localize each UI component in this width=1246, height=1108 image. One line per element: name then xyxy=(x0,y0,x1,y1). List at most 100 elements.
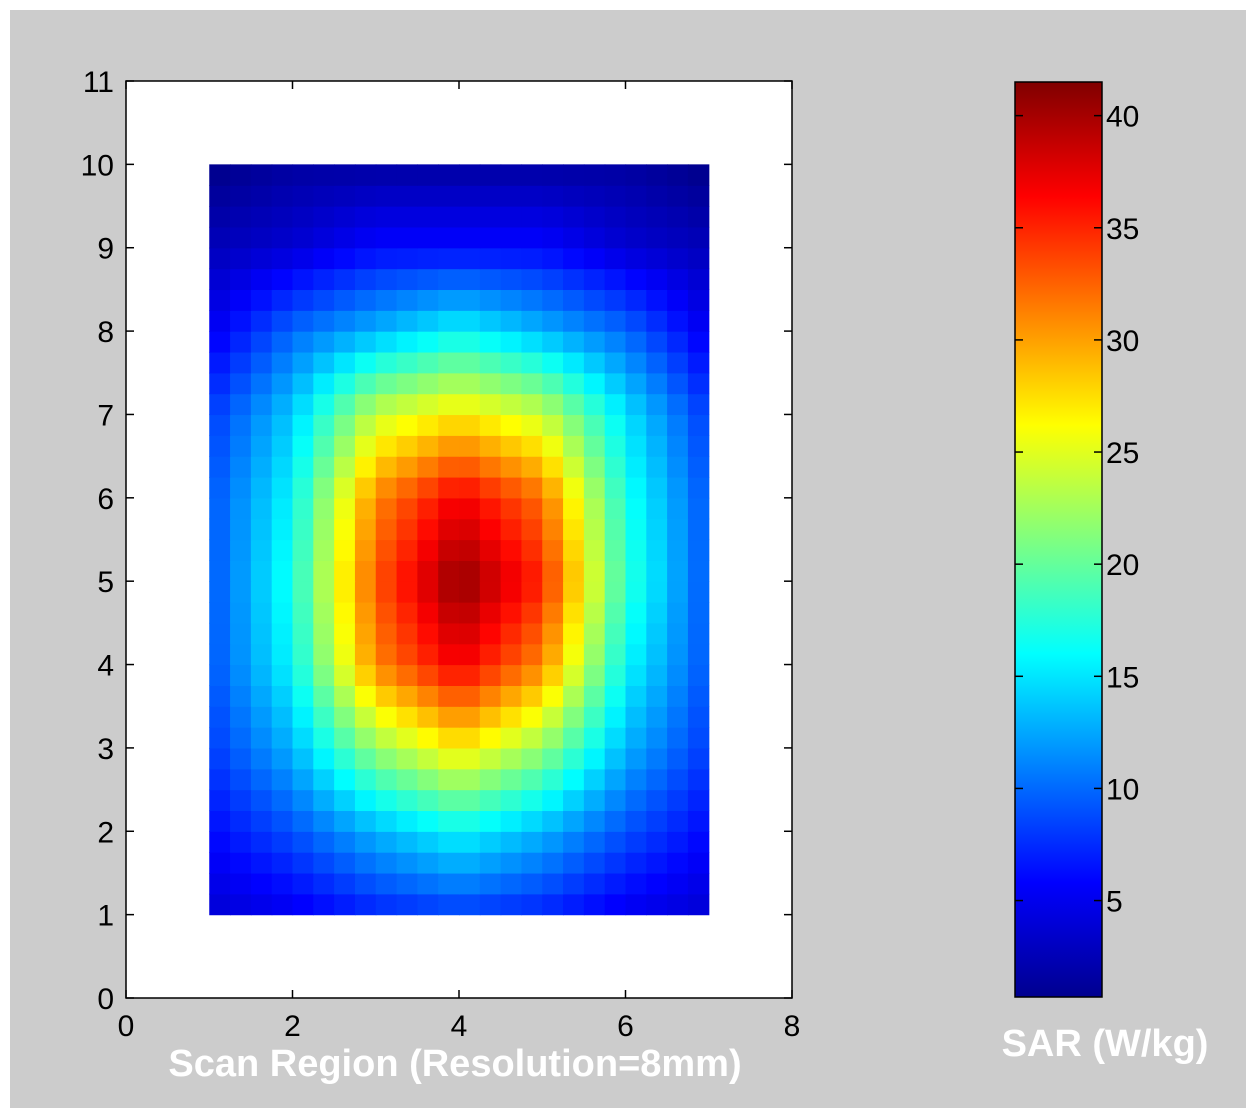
heatmap-cell xyxy=(313,789,335,812)
heatmap-cell xyxy=(375,226,398,249)
heatmap-cell xyxy=(354,706,377,728)
heatmap-cell xyxy=(271,456,294,478)
heatmap-cell xyxy=(313,831,335,853)
heatmap-cell xyxy=(292,768,314,791)
heatmap-cell xyxy=(459,435,481,457)
heatmap-cell xyxy=(375,643,398,666)
heatmap-cell xyxy=(625,893,647,916)
heatmap-cell xyxy=(521,351,543,374)
heatmap-cell xyxy=(479,852,502,874)
heatmap-cell xyxy=(521,497,543,520)
heatmap-cell xyxy=(500,331,523,353)
heatmap-cell xyxy=(687,539,710,561)
heatmap-cell xyxy=(438,268,460,291)
heatmap-cell xyxy=(230,476,252,499)
heatmap-cell xyxy=(313,206,335,228)
heatmap-cell xyxy=(459,372,481,395)
heatmap-cell xyxy=(209,831,231,853)
heatmap-cell xyxy=(459,351,481,374)
heatmap-cell xyxy=(209,310,231,332)
heatmap-cell xyxy=(396,602,418,624)
heatmap-cell xyxy=(459,810,481,832)
heatmap-cell xyxy=(292,497,314,520)
heatmap-cell xyxy=(687,268,710,291)
heatmap-cell xyxy=(438,393,460,416)
heatmap-cell xyxy=(209,581,231,603)
heatmap-cell xyxy=(334,727,356,749)
heatmap-cell xyxy=(667,747,689,770)
heatmap-cell xyxy=(646,518,668,541)
heatmap-cell xyxy=(563,706,585,728)
heatmap-cell xyxy=(625,789,647,812)
heatmap-cell xyxy=(563,539,585,561)
heatmap-cell xyxy=(230,351,252,374)
heatmap-cell xyxy=(459,893,481,916)
heatmap-cell xyxy=(667,393,689,416)
heatmap-cell xyxy=(667,456,689,478)
heatmap-cell xyxy=(375,664,398,686)
heatmap-cell xyxy=(687,747,710,770)
y-tick-label: 1 xyxy=(97,900,114,933)
heatmap-cell xyxy=(334,310,356,332)
heatmap-cell xyxy=(563,643,585,666)
heatmap-cell xyxy=(230,268,252,291)
heatmap-cell xyxy=(438,351,460,374)
heatmap-cell xyxy=(625,372,647,395)
heatmap-cell xyxy=(271,852,294,874)
heatmap-cell xyxy=(604,706,627,728)
sar-heatmap-chart: 0 2 4 6 8 0 1 2 3 4 5 6 7 8 9 10 11 Scan Region (Resolu… xyxy=(81,66,1209,1085)
heatmap-cell xyxy=(479,289,502,311)
heatmap-cell xyxy=(542,331,564,353)
heatmap-cell xyxy=(375,727,398,749)
heatmap-cell xyxy=(292,810,314,832)
heatmap-cell xyxy=(604,206,627,228)
heatmap-cell xyxy=(313,664,335,686)
heatmap-cell xyxy=(354,581,377,603)
heatmap-cell xyxy=(459,539,481,561)
heatmap-cell xyxy=(313,456,335,478)
heatmap-cell xyxy=(625,768,647,791)
heatmap-cell xyxy=(667,768,689,791)
heatmap-cell xyxy=(250,331,273,353)
heatmap-cell xyxy=(271,372,294,395)
heatmap-cell xyxy=(583,331,606,353)
heatmap-cell xyxy=(334,206,356,228)
heatmap-cell xyxy=(459,476,481,499)
heatmap-cell xyxy=(687,310,710,332)
heatmap-cell xyxy=(625,331,647,353)
heatmap-cell xyxy=(563,893,585,916)
heatmap-cell xyxy=(479,581,502,603)
heatmap-cell xyxy=(230,414,252,436)
heatmap-cell xyxy=(438,518,460,541)
heatmap-cell xyxy=(271,476,294,499)
heatmap-cell xyxy=(292,893,314,916)
heatmap-cell xyxy=(292,289,314,311)
heatmap-cell xyxy=(292,872,314,895)
heatmap-cell xyxy=(209,456,231,478)
heatmap-cell xyxy=(667,560,689,582)
colorbar xyxy=(1014,81,1103,998)
heatmap-cell xyxy=(563,622,585,645)
heatmap-cell xyxy=(250,664,273,686)
heatmap-cell xyxy=(334,789,356,812)
heatmap-cell xyxy=(500,706,523,728)
heatmap-cell xyxy=(230,518,252,541)
heatmap-cell xyxy=(396,226,418,249)
heatmap-cell xyxy=(521,164,543,186)
heatmap-cell xyxy=(292,539,314,561)
heatmap-cell xyxy=(417,414,439,436)
heatmap-cell xyxy=(625,497,647,520)
heatmap-cell xyxy=(500,393,523,416)
heatmap-cell xyxy=(250,393,273,416)
heatmap-cell xyxy=(271,351,294,374)
heatmap-cell xyxy=(563,810,585,832)
heatmap-cell xyxy=(604,476,627,499)
heatmap-cell xyxy=(250,268,273,291)
heatmap-cell xyxy=(500,852,523,874)
heatmap-cell xyxy=(271,602,294,624)
heatmap-cell xyxy=(396,435,418,457)
heatmap-cell xyxy=(625,727,647,749)
heatmap-cell xyxy=(313,872,335,895)
heatmap-cell xyxy=(354,497,377,520)
heatmap-cell xyxy=(334,393,356,416)
